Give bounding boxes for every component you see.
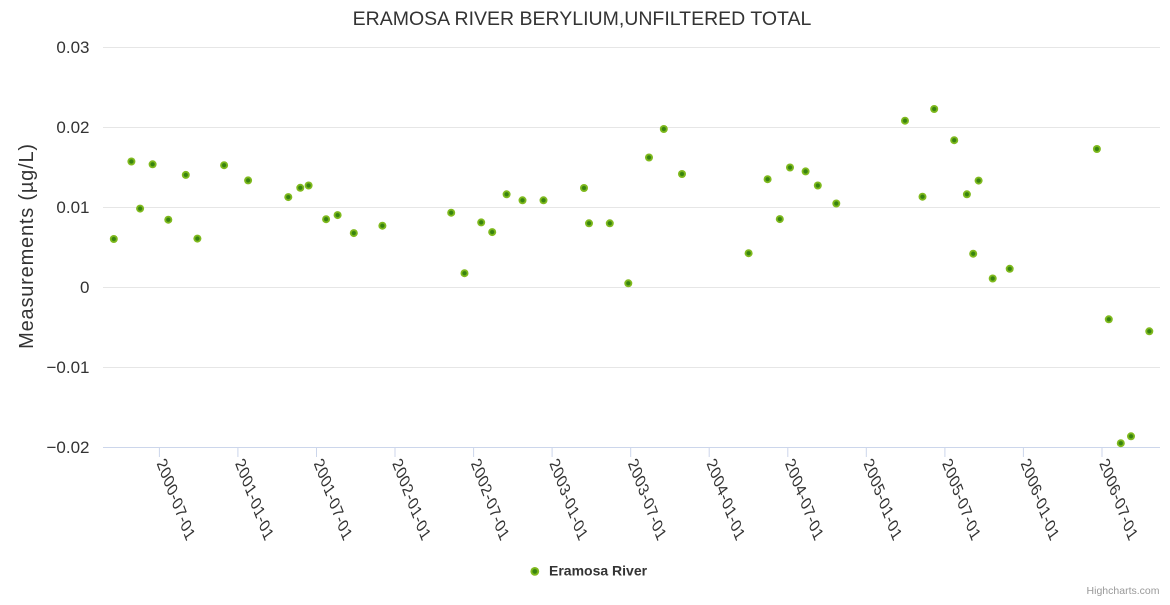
svg-text:0.01: 0.01 xyxy=(56,198,89,217)
svg-text:0.03: 0.03 xyxy=(56,38,89,57)
svg-text:Measurements (µg/L): Measurements (µg/L) xyxy=(16,143,38,349)
svg-text:0.02: 0.02 xyxy=(56,118,89,137)
svg-text:Highcharts.com: Highcharts.com xyxy=(1087,585,1160,597)
svg-text:0: 0 xyxy=(80,278,89,297)
svg-text:Eramosa River: Eramosa River xyxy=(549,563,648,579)
svg-text:ERAMOSA RIVER BERYLIUM,UNFILTE: ERAMOSA RIVER BERYLIUM,UNFILTERED TOTAL xyxy=(353,8,812,30)
svg-text:−0.01: −0.01 xyxy=(46,358,89,377)
svg-text:−0.02: −0.02 xyxy=(46,438,89,457)
